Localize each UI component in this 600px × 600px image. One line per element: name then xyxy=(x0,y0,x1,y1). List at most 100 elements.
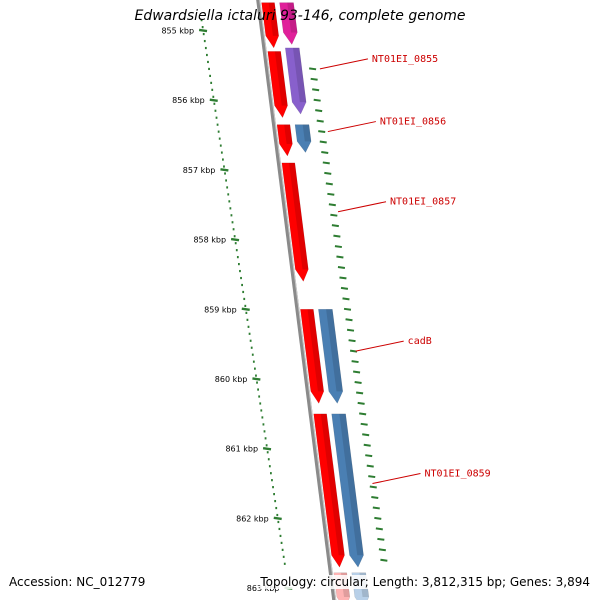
gene-leader-1 xyxy=(327,121,376,133)
outer-ruler-dash xyxy=(378,548,386,552)
orf-forward-5-shade xyxy=(320,413,345,556)
ruler-dot xyxy=(212,95,215,98)
ruler-dot xyxy=(279,534,282,538)
orf-second-3 xyxy=(318,309,344,404)
ruler-dot xyxy=(269,472,272,475)
ruler-dot xyxy=(238,262,240,266)
ruler-dot xyxy=(207,60,209,64)
ruler-tick-860 xyxy=(252,377,261,381)
ruler-dot xyxy=(235,249,238,252)
outer-ruler-dash xyxy=(312,88,320,92)
ruler-tick-861 xyxy=(262,446,272,451)
ruler-dot xyxy=(246,318,249,321)
ruler-dot xyxy=(247,325,250,328)
map-title: Edwardsiella ictaluri 93-146, complete g… xyxy=(134,8,466,24)
outer-ruler-dash xyxy=(369,485,377,489)
ruler-dot xyxy=(271,479,273,482)
outer-ruler-dash xyxy=(366,464,374,468)
ruler-dot xyxy=(262,423,265,426)
ruler-dot xyxy=(232,228,235,231)
ruler-tick-862 xyxy=(273,516,282,521)
ruler-dot xyxy=(255,374,257,377)
ruler-dot xyxy=(276,513,279,517)
ruler-dot xyxy=(277,520,280,524)
topology-text: Topology: circular; Length: 3,812,315 bp… xyxy=(260,575,590,589)
ruler-dot xyxy=(215,116,218,119)
outer-ruler-dash xyxy=(316,119,324,123)
outer-ruler-dash xyxy=(365,454,373,458)
ruler-dot xyxy=(265,444,268,447)
orf-forward-3-shade xyxy=(288,162,309,270)
ruler-dot xyxy=(274,499,277,503)
orf-second-0-shade xyxy=(287,2,298,33)
orf-second-1-shade xyxy=(292,47,307,103)
ruler-label-862: 862 kbp xyxy=(236,514,269,523)
orf-forward-5 xyxy=(313,413,345,568)
outer-ruler-dash xyxy=(330,213,338,217)
ruler-dot xyxy=(210,81,213,84)
ruler-dot xyxy=(272,486,274,489)
ruler-dot xyxy=(209,74,212,78)
outer-ruler-dash xyxy=(310,77,318,81)
outer-ruler-dash xyxy=(345,318,353,322)
outer-ruler-dash xyxy=(334,245,343,249)
outer-ruler-dash xyxy=(374,516,382,520)
ruler-label-856: 856 kbp xyxy=(172,96,205,105)
outer-ruler-dash xyxy=(356,391,364,395)
ruler-dot xyxy=(217,130,220,133)
ruler-label-855: 855 kbp xyxy=(161,27,194,36)
orf-forward-1 xyxy=(267,51,288,119)
ruler-dot xyxy=(224,172,226,175)
orf-forward-1-shade xyxy=(274,51,288,106)
ruler-dot xyxy=(282,555,285,558)
orf-forward-0 xyxy=(261,2,280,49)
ruler-tick-859 xyxy=(241,307,250,312)
outer-ruler-dash xyxy=(372,506,380,510)
outer-ruler-dash xyxy=(336,255,344,259)
outer-ruler-dash xyxy=(359,412,367,416)
gene-label-2: NT01EI_0857 xyxy=(390,197,456,208)
ruler-dot xyxy=(266,451,269,454)
ruler-dot xyxy=(248,332,251,335)
ruler-dot xyxy=(203,39,206,43)
ruler-dot xyxy=(281,548,284,551)
ruler-dot xyxy=(252,360,255,363)
ruler-tick-857 xyxy=(220,168,229,172)
gene-leader-3 xyxy=(355,340,404,352)
ruler-dot xyxy=(220,151,223,154)
gene-label-1: NT01EI_0856 xyxy=(380,117,446,128)
orf-second-1 xyxy=(284,47,307,115)
ruler-dot xyxy=(278,527,281,531)
outer-ruler-dash xyxy=(346,328,355,332)
backbone-line xyxy=(256,0,337,600)
orf-forward-4 xyxy=(300,309,325,404)
ruler-dot xyxy=(242,290,245,294)
outer-ruler-dash xyxy=(322,161,330,165)
ruler-dot xyxy=(231,221,234,224)
ruler-dot xyxy=(239,269,241,273)
ruler-dot xyxy=(256,381,258,384)
outer-ruler-dash xyxy=(327,192,335,196)
outer-ruler-dash xyxy=(360,422,368,426)
ruler-label-861: 861 kbp xyxy=(225,445,258,454)
ruler-dot xyxy=(240,276,242,280)
ruler-dot xyxy=(244,304,247,308)
orf-second-3-shade xyxy=(326,309,343,392)
ruler-dot xyxy=(226,186,229,189)
gene-label-4: NT01EI_0859 xyxy=(424,469,490,480)
orf-forward-2-shade xyxy=(284,124,293,144)
ruler-dot xyxy=(202,32,205,36)
ruler-dot xyxy=(211,88,214,91)
ruler-dot xyxy=(228,200,231,203)
orf-second-0 xyxy=(279,2,298,45)
ruler-tick-855 xyxy=(198,28,208,33)
ruler-dot xyxy=(251,353,254,356)
outer-ruler-dash xyxy=(339,276,347,280)
outer-ruler-dash xyxy=(348,339,356,343)
ruler-dot xyxy=(267,458,270,461)
gene-leader-4 xyxy=(372,473,421,485)
ruler-dot xyxy=(222,158,224,161)
ruler-dot xyxy=(216,123,219,126)
ruler-dot xyxy=(259,402,262,405)
outer-ruler-dash xyxy=(313,98,321,102)
